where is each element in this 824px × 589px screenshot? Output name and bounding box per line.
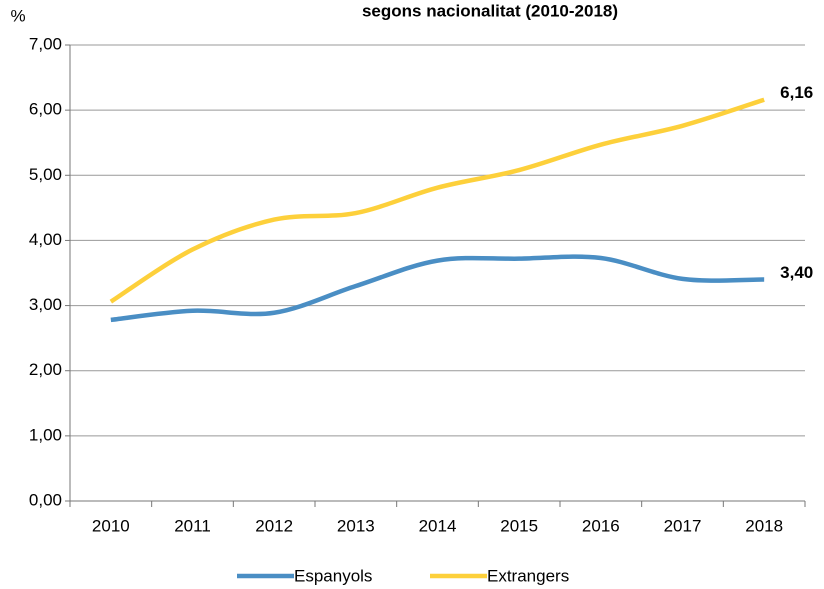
x-tick-label: 2010 xyxy=(92,516,130,535)
data-label: 3,40 xyxy=(780,263,813,282)
y-tick-label: 0,00 xyxy=(29,490,62,509)
x-tick-label: 2014 xyxy=(419,516,457,535)
y-tick-label: 1,00 xyxy=(29,425,62,444)
x-tick-label: 2011 xyxy=(174,516,211,535)
x-tick-label: 2018 xyxy=(745,516,783,535)
x-tick-label: 2016 xyxy=(582,516,620,535)
series-line xyxy=(109,97,765,304)
chart-title: segons nacionalitat (2010-2018) xyxy=(362,1,618,20)
y-tick-label: 3,00 xyxy=(29,295,62,314)
y-tick-label: 4,00 xyxy=(29,230,62,249)
x-tick-label: 2017 xyxy=(664,516,702,535)
legend-label: Espanyols xyxy=(294,566,372,585)
y-tick-label: 2,00 xyxy=(29,360,62,379)
y-tick-label: 7,00 xyxy=(29,34,62,53)
x-tick-label: 2012 xyxy=(255,516,293,535)
y-axis-label: % xyxy=(10,6,25,25)
series-line xyxy=(110,254,765,323)
data-label: 6,16 xyxy=(780,83,813,102)
x-tick-label: 2013 xyxy=(337,516,375,535)
legend-label: Extrangers xyxy=(487,566,569,585)
y-tick-label: 5,00 xyxy=(29,165,62,184)
y-tick-label: 6,00 xyxy=(29,100,62,119)
x-tick-label: 2015 xyxy=(500,516,538,535)
